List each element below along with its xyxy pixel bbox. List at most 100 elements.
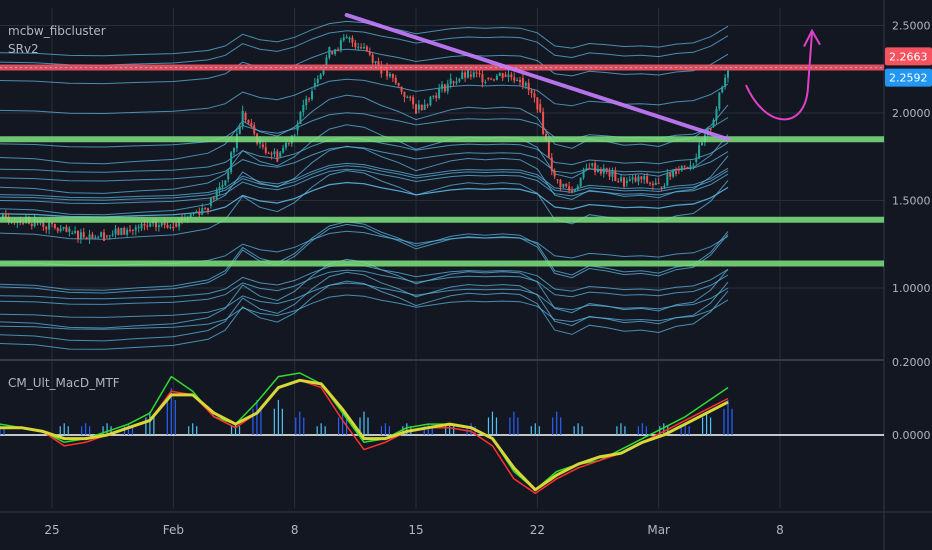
candle-body	[539, 104, 542, 112]
candle-body	[394, 77, 397, 84]
candle-body	[166, 224, 169, 228]
candle-body	[33, 219, 36, 226]
candle-body	[201, 208, 204, 215]
candle-body	[264, 147, 267, 153]
candle-body	[293, 134, 296, 136]
candle-body	[238, 126, 241, 134]
candle-body	[363, 46, 365, 49]
price-badge-label: 2.2663	[889, 50, 928, 63]
candle-body	[368, 51, 371, 55]
candle-body	[498, 73, 501, 76]
price-badge-current	[885, 68, 932, 87]
candle-body	[547, 140, 550, 158]
candle-body	[285, 142, 287, 148]
candle-body	[409, 96, 412, 98]
candle-body	[157, 225, 160, 228]
candle-body	[718, 92, 721, 109]
cluster-line-10	[0, 230, 729, 267]
candle-body	[400, 86, 403, 92]
candle-body	[689, 165, 692, 169]
candle-body	[143, 224, 146, 226]
candle-body	[640, 176, 643, 180]
candle-body	[59, 228, 62, 232]
candle-body	[698, 145, 701, 159]
candle-body	[501, 73, 504, 79]
cluster-line-8	[0, 137, 729, 173]
candle-body	[374, 61, 377, 63]
cluster-line-20	[0, 263, 729, 300]
candle-body	[189, 213, 192, 218]
candle-body	[397, 83, 400, 86]
candle-body	[677, 169, 680, 171]
candle-body	[663, 185, 666, 188]
candle-body	[579, 177, 582, 187]
candle-body	[215, 190, 218, 200]
candle-body	[218, 186, 221, 191]
indicator-label-srv2[interactable]: SRv2	[8, 42, 39, 56]
candle-body	[625, 180, 628, 183]
candle-body	[319, 74, 322, 79]
candle-body	[261, 144, 264, 148]
cluster-line-22	[0, 30, 729, 66]
candle-body	[585, 168, 588, 170]
cluster-line-21	[0, 280, 729, 350]
candle-body	[328, 47, 331, 58]
candle-body	[62, 226, 65, 229]
cluster-line-5	[0, 162, 729, 199]
candle-body	[241, 110, 244, 127]
candle-body	[721, 86, 724, 93]
candle-body	[108, 235, 111, 237]
macd-series-2	[0, 378, 729, 492]
candle-body	[53, 223, 56, 229]
candle-body	[221, 185, 224, 187]
candle-body	[469, 74, 472, 77]
cluster-line-13	[0, 294, 729, 330]
candle-body	[209, 197, 212, 206]
candle-body	[65, 226, 68, 232]
candle-body	[163, 222, 166, 225]
candle-body	[117, 228, 120, 236]
candle-body	[282, 147, 285, 153]
candle-body	[51, 222, 53, 224]
candle-body	[126, 229, 129, 235]
candle-body	[391, 74, 394, 78]
candle-body	[56, 228, 59, 232]
indicator-label-macd[interactable]: CM_Ult_MacD_MTF	[8, 376, 120, 390]
candle-body	[620, 177, 623, 182]
candle-body	[594, 163, 597, 172]
candle-body	[406, 96, 409, 98]
price-badge-label: 2.2592	[889, 72, 928, 85]
candle-body	[357, 47, 360, 49]
candle-body	[484, 82, 487, 84]
candle-body	[244, 113, 247, 120]
candle-body	[701, 142, 703, 146]
candle-body	[134, 227, 137, 231]
candle-body	[591, 163, 594, 166]
candle-body	[715, 108, 718, 120]
cluster-line-1	[0, 146, 729, 182]
candle-body	[559, 179, 562, 188]
candle-body	[446, 83, 449, 92]
candle-body	[247, 119, 250, 123]
candle-body	[273, 151, 276, 155]
candle-body	[129, 229, 131, 231]
candle-body	[377, 61, 380, 67]
price-tick-label: 2.0000	[892, 107, 931, 120]
candle-body	[487, 78, 490, 79]
candle-body	[507, 74, 510, 77]
candle-body	[311, 91, 313, 100]
candle-body	[709, 128, 712, 130]
candle-body	[230, 152, 233, 173]
indicator-label-fibcluster[interactable]: mcbw_fibcluster	[8, 24, 106, 38]
candle-body	[623, 177, 625, 187]
candle-body	[571, 190, 573, 192]
price-badge-resistance	[885, 47, 932, 66]
candle-body	[77, 230, 79, 240]
candle-body	[637, 176, 640, 182]
candle-body	[354, 42, 357, 48]
candle-body	[79, 232, 82, 240]
candle-body	[287, 142, 290, 144]
candle-body	[588, 168, 591, 170]
